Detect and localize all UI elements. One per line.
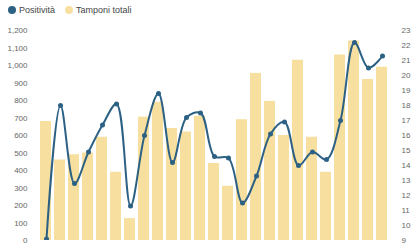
svg-text:700: 700 bbox=[14, 114, 28, 123]
svg-text:100: 100 bbox=[14, 219, 28, 228]
svg-text:300: 300 bbox=[14, 184, 28, 193]
svg-text:400: 400 bbox=[14, 166, 28, 175]
svg-text:900: 900 bbox=[14, 79, 28, 88]
svg-text:200: 200 bbox=[14, 201, 28, 210]
svg-text:1,000: 1,000 bbox=[7, 61, 28, 70]
svg-text:10: 10 bbox=[402, 221, 411, 230]
svg-text:15: 15 bbox=[402, 146, 411, 155]
svg-text:9: 9 bbox=[402, 236, 407, 245]
html-text:Tamponi totali: Tamponi totali bbox=[76, 5, 132, 15]
svg-text:1,100: 1,100 bbox=[7, 44, 28, 53]
svg-text:18: 18 bbox=[402, 101, 411, 110]
svg-text:22: 22 bbox=[402, 41, 411, 50]
svg-text:19: 19 bbox=[402, 86, 411, 95]
svg-text:16: 16 bbox=[402, 131, 411, 140]
html-text:Positività: Positività bbox=[19, 5, 55, 15]
svg-text:13: 13 bbox=[402, 176, 411, 185]
svg-text:600: 600 bbox=[14, 131, 28, 140]
svg-text:500: 500 bbox=[14, 149, 28, 158]
svg-text:14: 14 bbox=[402, 161, 411, 170]
svg-text:800: 800 bbox=[14, 96, 28, 105]
svg-text:17: 17 bbox=[402, 116, 411, 125]
svg-text:11: 11 bbox=[402, 206, 411, 215]
svg-text:23: 23 bbox=[402, 26, 411, 35]
svg-text:0: 0 bbox=[23, 236, 28, 245]
svg-text:21: 21 bbox=[402, 56, 411, 65]
svg-text:20: 20 bbox=[402, 71, 411, 80]
svg-text:1,200: 1,200 bbox=[7, 26, 28, 35]
svg-text:12: 12 bbox=[402, 191, 411, 200]
